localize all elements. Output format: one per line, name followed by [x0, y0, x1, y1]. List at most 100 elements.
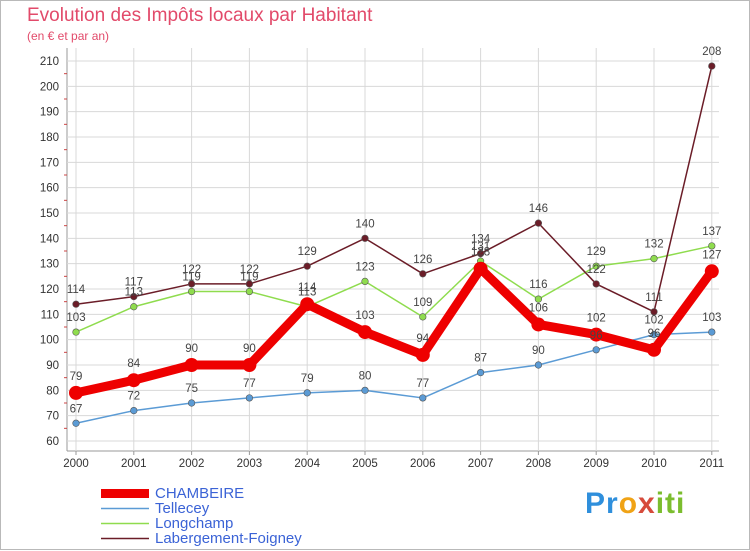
data-point-tellecey — [592, 346, 600, 354]
logo-part-2: o — [618, 487, 639, 520]
y-tick-label: 110 — [41, 309, 59, 321]
data-point-chambeire — [126, 373, 141, 388]
data-point-labergement-foigney — [72, 300, 80, 308]
data-label-tellecey: 77 — [416, 378, 429, 390]
data-point-longchamp — [650, 255, 658, 263]
y-tick-label: 90 — [46, 360, 59, 372]
x-tick-label: 2004 — [294, 458, 320, 470]
legend-label-chambeire: CHAMBEIRE — [155, 484, 245, 502]
data-label-tellecey: 77 — [243, 378, 256, 390]
chart-legend: CHAMBEIRE Tellecey Longchamp Labergement… — [101, 484, 302, 547]
data-point-labergement-foigney — [188, 280, 196, 288]
data-label-labergement-foigney: 111 — [645, 292, 662, 304]
y-tick-label: 150 — [40, 208, 59, 220]
legend-entry-longchamp: Longchamp — [101, 514, 302, 532]
data-point-labergement-foigney — [303, 262, 311, 270]
data-label-longchamp: 123 — [355, 261, 374, 273]
legend-swatch-chambeire — [101, 489, 149, 498]
data-point-labergement-foigney — [130, 293, 138, 301]
series-line-labergement-foigney — [75, 65, 713, 313]
y-tick-label: 60 — [46, 436, 59, 448]
x-tick-label: 2006 — [410, 458, 436, 470]
data-label-longchamp: 132 — [644, 239, 663, 251]
y-tick-label: 130 — [40, 259, 59, 271]
data-point-chambeire — [358, 325, 372, 340]
data-point-longchamp — [592, 262, 600, 270]
logo-part-3: x — [638, 487, 656, 520]
chart-title: Evolution des Impôts locaux par Habitant — [27, 5, 373, 26]
data-label-chambeire: 79 — [70, 371, 83, 383]
data-point-tellecey — [72, 419, 80, 427]
y-tick-label: 160 — [40, 183, 59, 195]
data-label-chambeire: 128 — [471, 247, 490, 259]
data-label-tellecey: 102 — [644, 315, 663, 327]
data-label-tellecey: 79 — [301, 373, 314, 385]
y-tick-label: 80 — [46, 385, 59, 397]
data-label-tellecey: 67 — [70, 403, 83, 415]
data-label-labergement-foigney: 114 — [67, 284, 86, 296]
series-line-tellecey — [75, 331, 713, 425]
x-tick-label: 2009 — [583, 458, 609, 470]
data-point-chambeire — [415, 347, 430, 362]
x-tick-label: 2010 — [641, 458, 667, 470]
data-label-tellecey: 72 — [127, 391, 140, 403]
data-point-chambeire — [69, 385, 83, 400]
legend-label-labergement-foigney: Labergement-Foigney — [155, 529, 302, 547]
data-point-labergement-foigney — [245, 280, 253, 288]
data-point-labergement-foigney — [708, 62, 716, 70]
data-point-longchamp — [72, 328, 80, 336]
legend-swatch-tellecey — [101, 507, 149, 510]
data-point-longchamp — [361, 277, 369, 286]
data-point-tellecey — [361, 386, 369, 394]
data-point-labergement-foigney — [477, 249, 485, 258]
data-label-labergement-foigney: 146 — [529, 203, 548, 215]
proxiti-logo: Proxiti — [585, 487, 685, 521]
data-point-tellecey — [188, 399, 196, 407]
data-point-longchamp — [708, 242, 716, 250]
y-tick-label: 170 — [40, 157, 59, 169]
data-label-labergement-foigney: 122 — [240, 264, 259, 276]
chart-subtitle: (en € et par an) — [27, 29, 110, 43]
legend-label-longchamp: Longchamp — [155, 514, 234, 532]
data-point-longchamp — [130, 303, 138, 311]
data-label-chambeire: 102 — [587, 313, 606, 325]
data-point-tellecey — [708, 328, 716, 336]
data-label-chambeire: 103 — [355, 310, 374, 322]
data-label-labergement-foigney: 122 — [587, 264, 606, 276]
data-label-labergement-foigney: 140 — [355, 218, 374, 230]
data-label-chambeire: 84 — [127, 358, 140, 370]
x-tick-label: 2011 — [699, 458, 724, 470]
data-label-labergement-foigney: 122 — [182, 264, 201, 276]
data-label-chambeire: 96 — [648, 328, 661, 340]
data-point-chambeire — [589, 327, 604, 342]
y-tick-label: 180 — [40, 132, 59, 144]
data-label-longchamp: 119 — [240, 272, 258, 284]
data-point-chambeire — [242, 358, 257, 372]
y-tick-label: 70 — [46, 411, 59, 423]
y-tick-label: 200 — [40, 81, 59, 93]
legend-label-tellecey: Tellecey — [155, 499, 210, 517]
x-tick-label: 2002 — [179, 458, 205, 470]
legend-swatch-labergement-foigney — [101, 537, 149, 540]
data-label-chambeire: 106 — [529, 302, 548, 314]
x-tick-label: 2008 — [526, 458, 552, 470]
data-label-labergement-foigney: 208 — [702, 46, 721, 58]
data-label-labergement-foigney: 126 — [413, 254, 432, 266]
legend-entry-labergement-foigney: Labergement-Foigney — [101, 529, 302, 547]
data-label-tellecey: 80 — [359, 370, 372, 382]
data-label-chambeire: 127 — [702, 249, 721, 261]
data-point-longchamp — [188, 287, 196, 296]
data-label-longchamp: 131 — [471, 241, 490, 253]
data-point-tellecey — [245, 394, 253, 402]
data-label-longchamp: 129 — [587, 246, 606, 258]
data-label-tellecey: 96 — [590, 330, 603, 342]
data-point-chambeire — [647, 342, 661, 357]
data-point-tellecey — [130, 407, 138, 415]
data-point-tellecey — [534, 361, 543, 369]
legend-entry-tellecey: Tellecey — [101, 499, 302, 517]
series-line-longchamp — [75, 245, 713, 333]
data-point-labergement-foigney — [361, 234, 369, 242]
data-label-longchamp: 103 — [66, 312, 85, 324]
